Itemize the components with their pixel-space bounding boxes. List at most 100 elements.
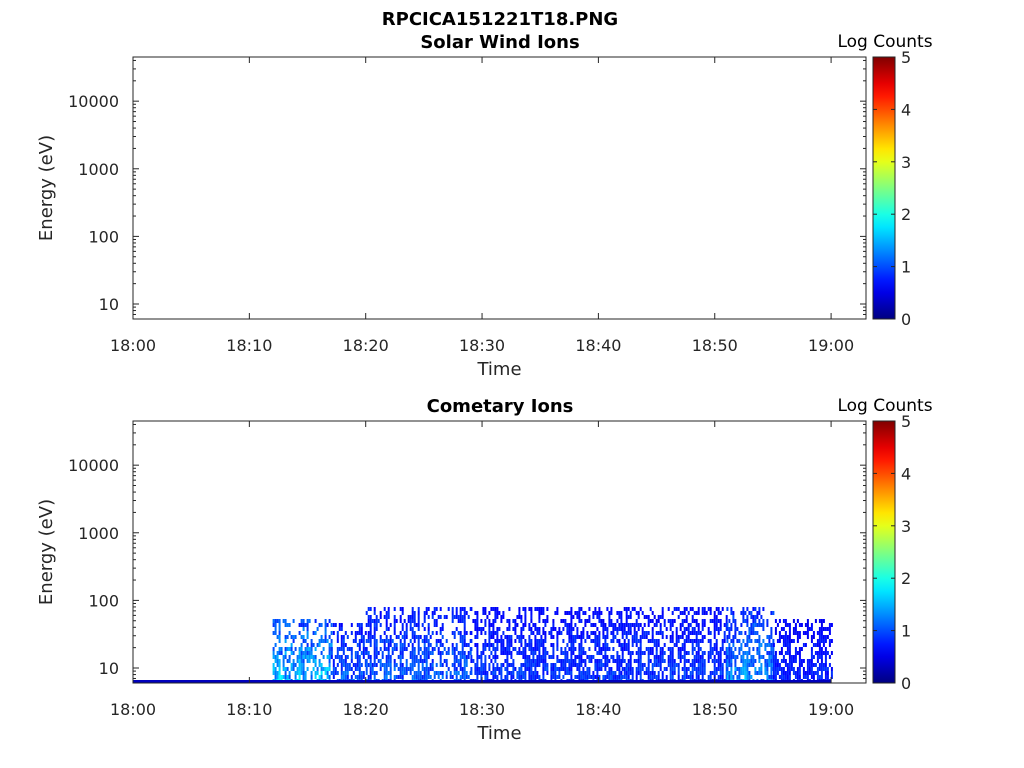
data-cell bbox=[620, 615, 623, 619]
data-cell bbox=[730, 675, 733, 679]
data-cell bbox=[482, 671, 485, 675]
data-cell bbox=[742, 651, 745, 655]
data-cell bbox=[536, 675, 539, 679]
data-cell bbox=[482, 611, 485, 615]
data-cell bbox=[478, 627, 481, 631]
data-cell bbox=[707, 675, 710, 679]
data-cell bbox=[649, 651, 652, 655]
data-cell bbox=[338, 659, 341, 663]
data-cell bbox=[360, 651, 363, 655]
data-cell bbox=[536, 671, 539, 675]
data-cell bbox=[425, 647, 428, 651]
data-cell bbox=[530, 671, 533, 675]
data-cell bbox=[721, 671, 724, 675]
data-cell bbox=[302, 623, 305, 627]
y-tick-label: 100 bbox=[88, 227, 119, 246]
data-cell bbox=[528, 639, 531, 643]
data-cell bbox=[298, 647, 301, 651]
data-cell bbox=[512, 667, 515, 671]
data-cell bbox=[772, 671, 775, 675]
data-cell bbox=[328, 635, 331, 639]
data-cell bbox=[752, 647, 755, 651]
data-cell bbox=[320, 623, 323, 627]
data-cell bbox=[302, 671, 305, 675]
data-cell bbox=[586, 631, 589, 635]
data-cell bbox=[476, 623, 479, 627]
data-cell bbox=[734, 619, 737, 623]
data-cell bbox=[310, 639, 313, 643]
data-cell bbox=[496, 663, 499, 667]
data-cell bbox=[417, 615, 420, 619]
data-cell bbox=[383, 663, 386, 667]
data-cell bbox=[540, 659, 543, 663]
data-cell bbox=[332, 671, 335, 675]
data-cell bbox=[500, 643, 503, 647]
data-cell bbox=[629, 671, 632, 675]
data-cell bbox=[282, 675, 285, 679]
data-cell bbox=[502, 643, 505, 647]
data-cell bbox=[558, 667, 561, 671]
data-cell bbox=[284, 675, 287, 679]
data-cell bbox=[715, 643, 718, 647]
data-cell bbox=[383, 647, 386, 651]
data-cell bbox=[532, 651, 535, 655]
data-cell bbox=[494, 655, 497, 659]
data-cell bbox=[540, 639, 543, 643]
x-tick-label: 18:40 bbox=[575, 336, 621, 355]
data-cell bbox=[360, 663, 363, 667]
data-cell bbox=[770, 627, 773, 631]
data-cell bbox=[758, 647, 761, 651]
data-cell bbox=[701, 611, 704, 615]
data-cell bbox=[290, 667, 293, 671]
data-cell bbox=[538, 675, 541, 679]
data-cell bbox=[417, 635, 420, 639]
data-cell bbox=[300, 623, 303, 627]
data-cell bbox=[768, 655, 771, 659]
data-cell bbox=[818, 655, 821, 659]
data-cell bbox=[766, 675, 769, 679]
data-cell bbox=[663, 619, 666, 623]
data-cell bbox=[602, 675, 605, 679]
data-cell bbox=[627, 627, 630, 631]
data-cell bbox=[496, 611, 499, 615]
data-cell bbox=[512, 627, 515, 631]
data-cell bbox=[643, 631, 646, 635]
data-cell bbox=[381, 639, 384, 643]
data-cell bbox=[439, 615, 442, 619]
data-cell bbox=[804, 675, 807, 679]
data-cell bbox=[728, 619, 731, 623]
data-cell bbox=[439, 671, 442, 675]
data-cell bbox=[496, 647, 499, 651]
data-cell bbox=[748, 663, 751, 667]
data-cell bbox=[756, 647, 759, 651]
data-cell bbox=[379, 647, 382, 651]
data-cell bbox=[310, 651, 313, 655]
data-cell bbox=[774, 667, 777, 671]
data-cell bbox=[580, 639, 583, 643]
data-cell bbox=[671, 647, 674, 651]
data-cell bbox=[669, 623, 672, 627]
data-cell bbox=[385, 627, 388, 631]
data-cell bbox=[574, 623, 577, 627]
data-cell bbox=[562, 619, 565, 623]
data-cell bbox=[715, 623, 718, 627]
data-cell bbox=[675, 635, 678, 639]
data-cell bbox=[620, 611, 623, 615]
data-cell bbox=[520, 663, 523, 667]
data-cell bbox=[346, 663, 349, 667]
data-cell bbox=[360, 675, 363, 679]
data-cell bbox=[726, 659, 729, 663]
data-cell bbox=[375, 643, 378, 647]
data-cell bbox=[588, 615, 591, 619]
data-cell bbox=[397, 675, 400, 679]
data-cell bbox=[558, 627, 561, 631]
data-cell bbox=[423, 639, 426, 643]
data-cell bbox=[598, 611, 601, 615]
data-cell bbox=[782, 655, 785, 659]
data-cell bbox=[562, 659, 565, 663]
data-cell bbox=[774, 627, 777, 631]
data-cell bbox=[330, 631, 333, 635]
data-cell bbox=[618, 667, 621, 671]
data-cell bbox=[352, 671, 355, 675]
